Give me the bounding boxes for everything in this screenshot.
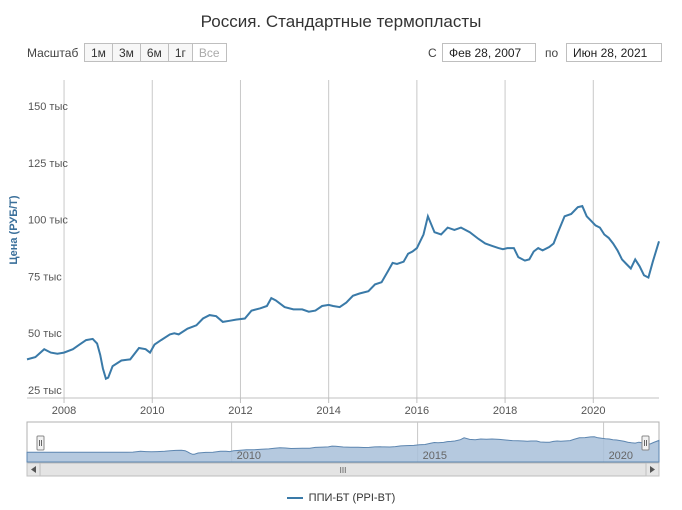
zoom-buttons: 1м 3м 6м 1г Все <box>84 43 227 62</box>
navigator-year-label: 2010 <box>237 450 261 462</box>
navigator-labels: 2010 2015 2020 <box>237 450 633 462</box>
navigator-left-handle[interactable] <box>36 435 45 451</box>
y-tick-label: 75 тыс <box>28 271 62 283</box>
navigator-right-handle[interactable] <box>641 435 650 451</box>
vertical-grid <box>63 80 594 398</box>
x-tick-label: 2016 <box>405 405 429 417</box>
navigator[interactable]: 2010 2015 2020 <box>26 421 660 463</box>
x-tick-label: 2012 <box>228 405 252 417</box>
y-tick-label: 150 тыс <box>28 101 68 113</box>
navigator-year-label: 2015 <box>423 450 447 462</box>
scrollbar[interactable]: III <box>26 462 660 477</box>
range-from-input[interactable]: Фев 28, 2007 <box>442 43 536 62</box>
x-axis: 2008 2010 2012 2014 2016 2018 2020 <box>52 398 606 417</box>
y-tick-label: 125 тыс <box>28 158 68 170</box>
range-to-label: по <box>545 46 559 60</box>
arrow-right-icon <box>650 466 655 473</box>
navigator-year-label: 2020 <box>609 450 633 462</box>
x-tick-label: 2020 <box>581 405 605 417</box>
range-to-input[interactable]: Июн 28, 2021 <box>566 43 662 62</box>
navigator-series <box>26 436 660 463</box>
x-tick-label: 2018 <box>493 405 517 417</box>
y-tick-label: 25 тыс <box>28 385 62 397</box>
chart-title: Россия. Стандартные термопласты <box>200 12 482 31</box>
arrow-left-icon <box>31 466 36 473</box>
zoom-label: Масштаб <box>27 46 79 60</box>
y-axis: 25 тыс 50 тыс 75 тыс 100 тыс 125 тыс 150 тыс <box>28 101 68 397</box>
x-tick-label: 2010 <box>140 405 164 417</box>
y-tick-label: 50 тыс <box>28 328 62 340</box>
x-tick-label: 2014 <box>316 405 340 417</box>
legend[interactable]: ППИ-БТ (PPI-BT) <box>0 492 682 504</box>
y-tick-label: 100 тыс <box>28 215 68 227</box>
scrollbar-grip: III <box>340 466 347 475</box>
legend-line-icon <box>286 497 303 500</box>
x-tick-label: 2008 <box>52 405 76 417</box>
legend-item-ppi-bt[interactable]: ППИ-БТ (PPI-BT) <box>308 492 396 504</box>
zoom-all-button[interactable]: Все <box>191 43 227 62</box>
range-from-label: С <box>428 46 437 60</box>
y-axis-label: Цена (РУБ/Т) <box>8 195 20 264</box>
series-line-ppi-bt <box>26 204 660 381</box>
